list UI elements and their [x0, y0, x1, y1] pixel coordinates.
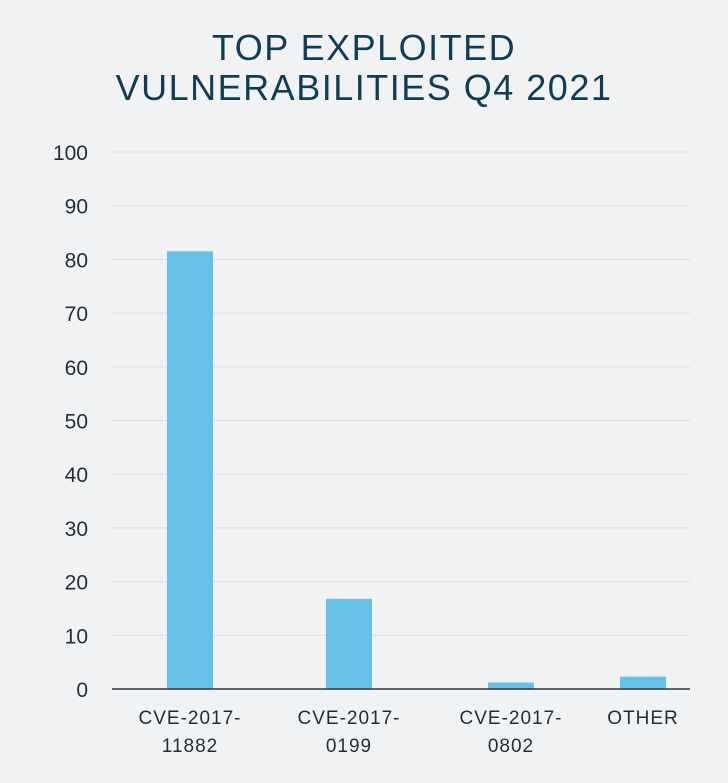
chart-title-line-2: VULNERABILITIES Q4 2021 [115, 67, 613, 108]
x-tick-label-3-0: OTHER [607, 708, 679, 729]
y-tick-label-0: 0 [76, 679, 88, 702]
y-tick-label-80: 80 [65, 249, 88, 272]
x-tick-label-2-1: 0802 [488, 736, 534, 757]
y-tick-label-40: 40 [65, 464, 88, 487]
y-tick-label-50: 50 [65, 411, 88, 434]
x-tick-label-2-0: CVE-2017- [460, 708, 563, 729]
y-tick-label-90: 90 [65, 196, 88, 219]
bar-2 [488, 682, 534, 689]
y-tick-label-70: 70 [65, 303, 88, 326]
chart-title-line-1: TOP EXPLOITED [211, 27, 517, 68]
x-tick-label-0-1: 11882 [162, 736, 218, 757]
y-tick-label-30: 30 [65, 518, 88, 541]
bar-3 [620, 676, 666, 689]
x-tick-label-1-0: CVE-2017- [298, 708, 401, 729]
bar-1 [326, 598, 372, 689]
x-tick-label-0-0: CVE-2017- [139, 708, 242, 729]
x-tick-label-1-1: 0199 [326, 736, 372, 757]
chart-title: TOP EXPLOITED VULNERABILITIES Q4 2021 [0, 28, 728, 108]
y-tick-label-20: 20 [65, 572, 88, 595]
bar-0 [167, 251, 213, 689]
y-tick-label-10: 10 [65, 625, 88, 648]
y-tick-label-60: 60 [65, 357, 88, 380]
y-tick-label-100: 100 [53, 142, 88, 165]
